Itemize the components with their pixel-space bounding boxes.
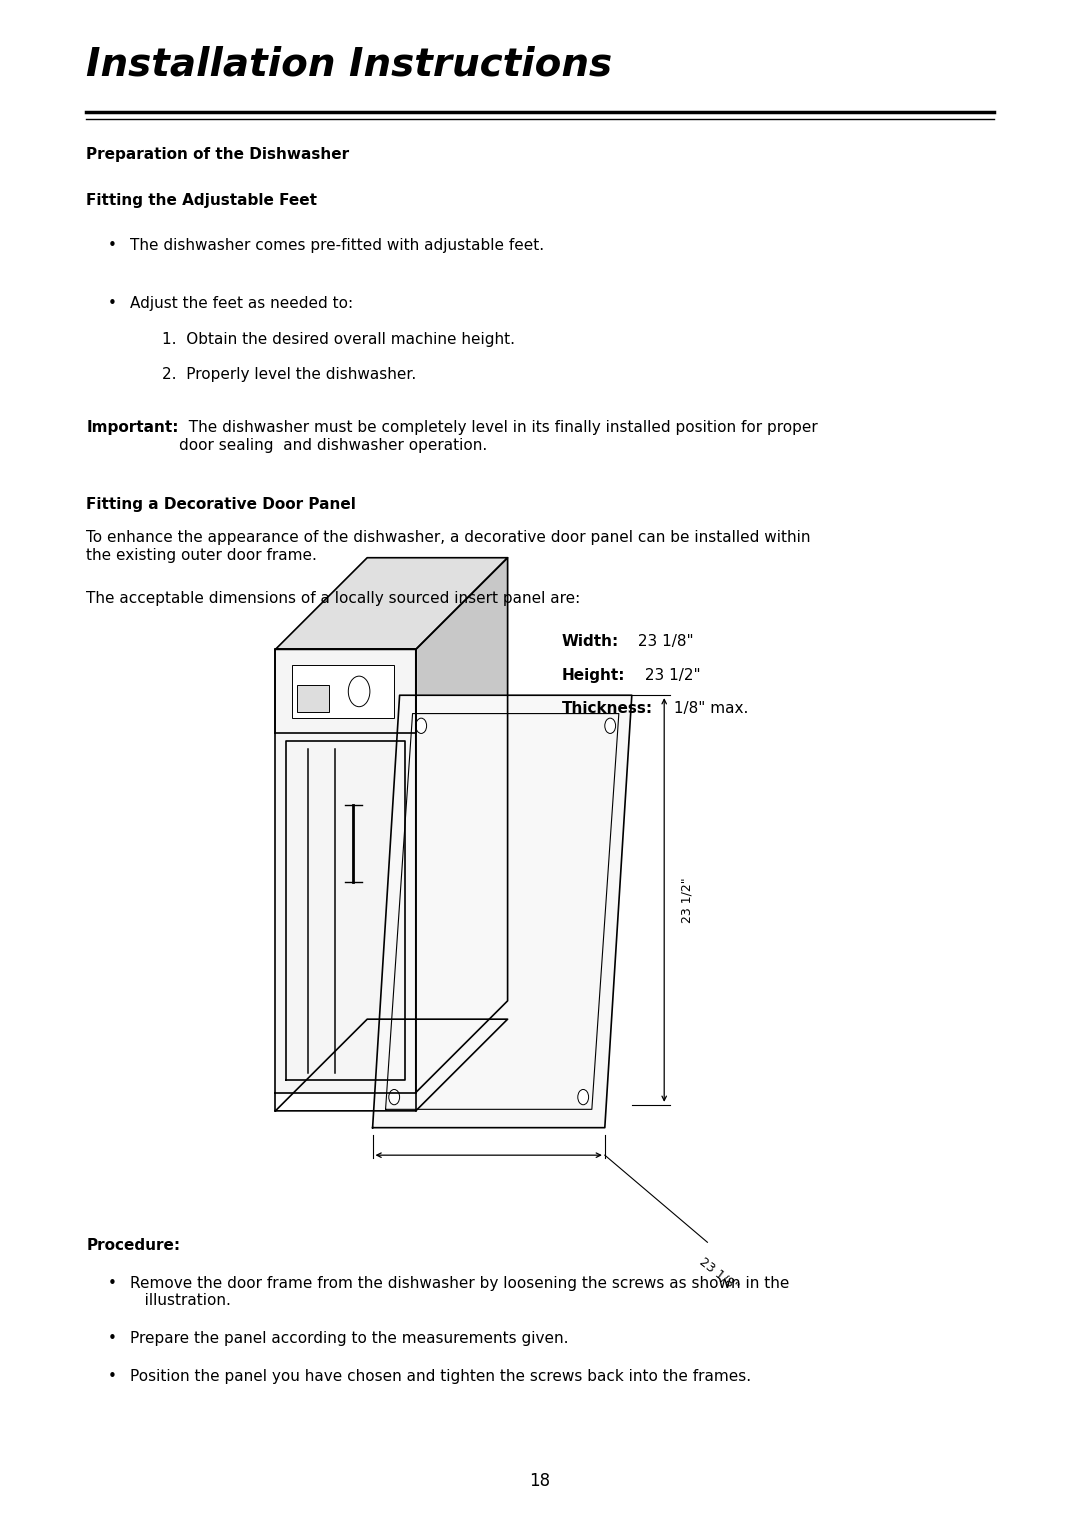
Circle shape — [416, 718, 427, 733]
Text: The dishwasher must be completely level in its finally installed position for pr: The dishwasher must be completely level … — [179, 420, 818, 452]
Polygon shape — [373, 695, 632, 1128]
Text: Width:: Width: — [562, 634, 619, 649]
Text: Height:: Height: — [562, 668, 625, 683]
Text: •: • — [108, 238, 117, 254]
Polygon shape — [275, 649, 416, 1093]
Text: 23 1/8": 23 1/8" — [697, 1254, 741, 1293]
Circle shape — [348, 677, 369, 707]
Text: Fitting the Adjustable Feet: Fitting the Adjustable Feet — [86, 193, 318, 208]
Polygon shape — [416, 558, 508, 1093]
Circle shape — [605, 718, 616, 733]
Text: •: • — [108, 296, 117, 312]
Text: 1.  Obtain the desired overall machine height.: 1. Obtain the desired overall machine he… — [162, 332, 515, 347]
Text: Adjust the feet as needed to:: Adjust the feet as needed to: — [130, 296, 353, 312]
Bar — [292, 665, 394, 718]
Text: Thickness:: Thickness: — [562, 701, 652, 717]
Polygon shape — [275, 558, 508, 649]
Text: 23 1/2": 23 1/2" — [640, 668, 701, 683]
Text: The dishwasher comes pre-fitted with adjustable feet.: The dishwasher comes pre-fitted with adj… — [130, 238, 543, 254]
Text: •: • — [108, 1276, 117, 1291]
Text: Prepare the panel according to the measurements given.: Prepare the panel according to the measu… — [130, 1331, 568, 1346]
Text: To enhance the appearance of the dishwasher, a decorative door panel can be inst: To enhance the appearance of the dishwas… — [86, 530, 811, 562]
Bar — [297, 685, 329, 712]
Text: 18: 18 — [529, 1471, 551, 1490]
Text: Position the panel you have chosen and tighten the screws back into the frames.: Position the panel you have chosen and t… — [130, 1369, 751, 1384]
Text: Remove the door frame from the dishwasher by loosening the screws as shown in th: Remove the door frame from the dishwashe… — [130, 1276, 789, 1308]
Text: The acceptable dimensions of a locally sourced insert panel are:: The acceptable dimensions of a locally s… — [86, 591, 581, 607]
Text: 1/8" max.: 1/8" max. — [669, 701, 747, 717]
Text: Preparation of the Dishwasher: Preparation of the Dishwasher — [86, 147, 350, 162]
Text: Installation Instructions: Installation Instructions — [86, 46, 612, 84]
Text: 2.  Properly level the dishwasher.: 2. Properly level the dishwasher. — [162, 367, 416, 382]
Text: Procedure:: Procedure: — [86, 1238, 180, 1253]
Text: •: • — [108, 1369, 117, 1384]
Text: 23 1/8": 23 1/8" — [633, 634, 693, 649]
Text: 23 1/2": 23 1/2" — [680, 877, 693, 923]
Circle shape — [389, 1089, 400, 1105]
Text: •: • — [108, 1331, 117, 1346]
Text: Important:: Important: — [86, 420, 179, 435]
Circle shape — [578, 1089, 589, 1105]
Text: Fitting a Decorative Door Panel: Fitting a Decorative Door Panel — [86, 497, 356, 512]
